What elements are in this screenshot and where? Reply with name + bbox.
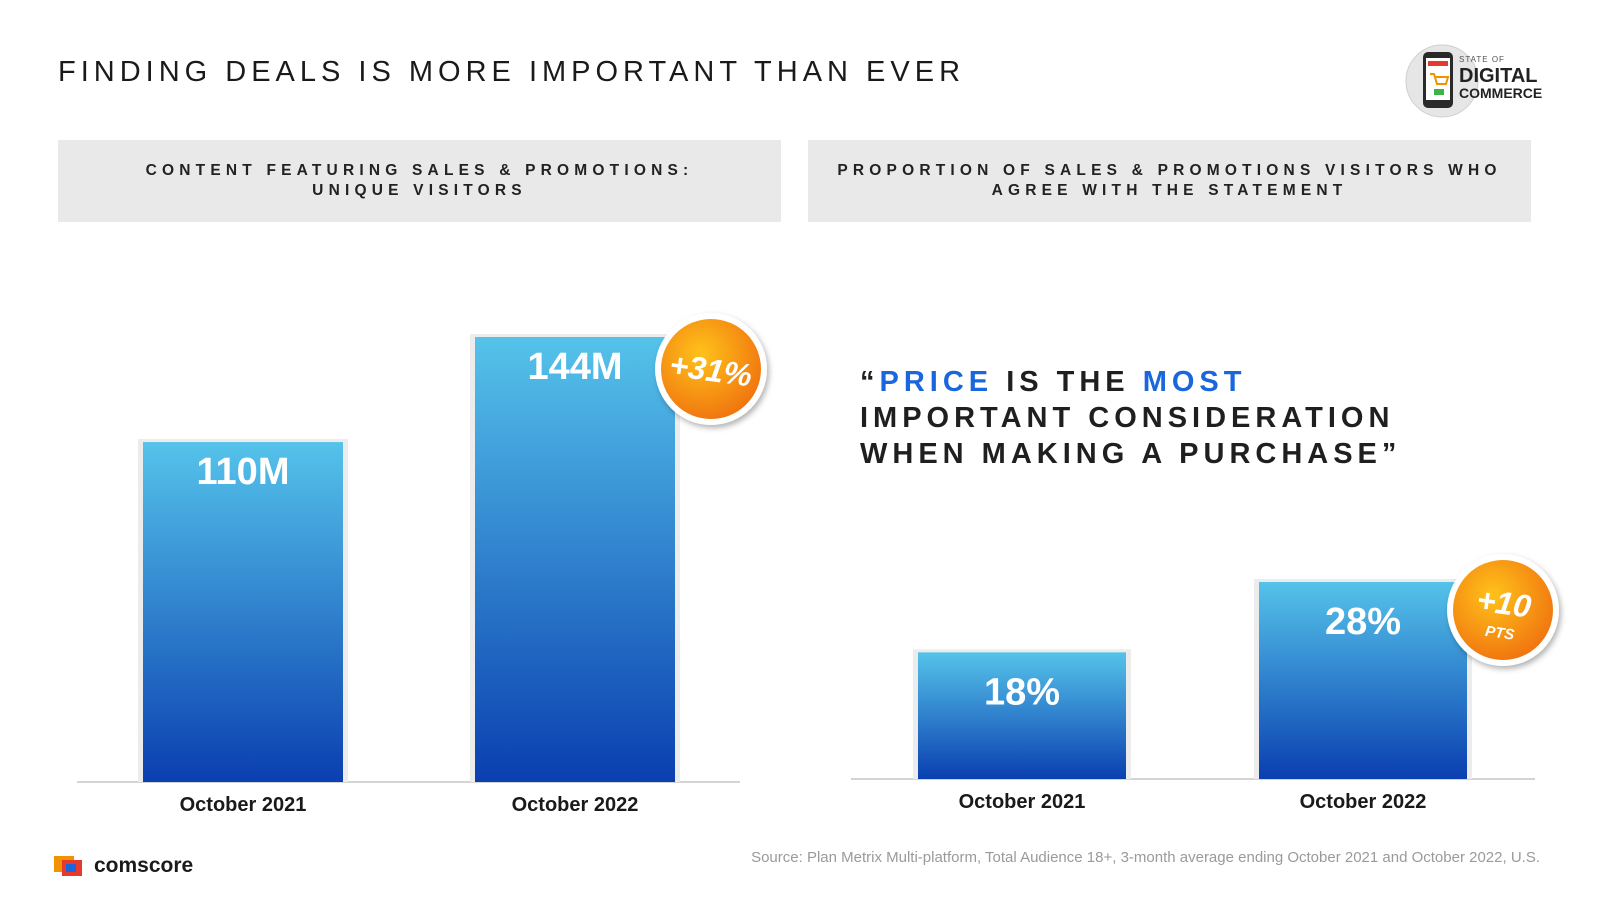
chart1-value-label: 144M <box>527 346 622 388</box>
price-quote: “PRICE IS THE MOST IMPORTANT CONSIDERATI… <box>860 364 1401 472</box>
chart1-change-badge <box>661 319 761 419</box>
quote-open: “ <box>860 366 880 398</box>
quote-price: PRICE <box>879 366 994 398</box>
comscore-brand: comscore <box>54 854 193 878</box>
digital-commerce-logo: STATE OF DIGITAL COMMERCE <box>1405 44 1542 118</box>
quote-most: MOST <box>1142 366 1247 398</box>
chart2-change-badge <box>1453 560 1553 660</box>
left-panel-header: CONTENT FEATURING SALES & PROMOTIONS: UN… <box>58 140 781 222</box>
chart2-category-label: October 2021 <box>959 791 1086 813</box>
chart2-bar <box>918 652 1126 779</box>
source-note: Source: Plan Metrix Multi-platform, Tota… <box>751 849 1540 866</box>
chart1-value-label: 110M <box>197 451 290 493</box>
chart1-category-label: October 2022 <box>512 794 639 816</box>
quote-is-the: IS THE <box>993 366 1143 398</box>
chart2-value-label: 28% <box>1325 601 1401 643</box>
quote-line2: IMPORTANT CONSIDERATION <box>860 402 1395 434</box>
chart1-bar <box>475 337 675 782</box>
chart2-change-badge-subtext: PTS <box>1484 623 1515 644</box>
right-panel-header: PROPORTION OF SALES & PROMOTIONS VISITOR… <box>808 140 1531 222</box>
chart2-change-badge-text: +10 <box>1475 581 1534 624</box>
right-header-line1: PROPORTION OF SALES & PROMOTIONS VISITOR… <box>837 162 1502 179</box>
chart2-category-label: October 2022 <box>1300 791 1427 813</box>
logo-digital-text: DIGITAL <box>1459 65 1538 87</box>
left-header-line1: CONTENT FEATURING SALES & PROMOTIONS: <box>145 162 694 179</box>
right-header-line2: AGREE WITH THE STATEMENT <box>991 182 1348 199</box>
logo-commerce-text: COMMERCE <box>1459 85 1542 101</box>
chart2-value-label: 18% <box>984 671 1060 713</box>
logo-small-text: STATE OF <box>1459 55 1505 64</box>
chart1-bar <box>143 442 343 782</box>
chart2-bar <box>1259 582 1467 779</box>
quote-line3: WHEN MAKING A PURCHASE” <box>860 438 1402 470</box>
comscore-logo-icon <box>54 856 82 876</box>
brand-name: comscore <box>94 854 194 877</box>
cart-icon <box>1430 73 1450 85</box>
left-header-line2: UNIQUE VISITORS <box>312 182 527 199</box>
slide-title: FINDING DEALS IS MORE IMPORTANT THAN EVE… <box>58 56 966 88</box>
chart1-category-label: October 2021 <box>180 794 307 816</box>
